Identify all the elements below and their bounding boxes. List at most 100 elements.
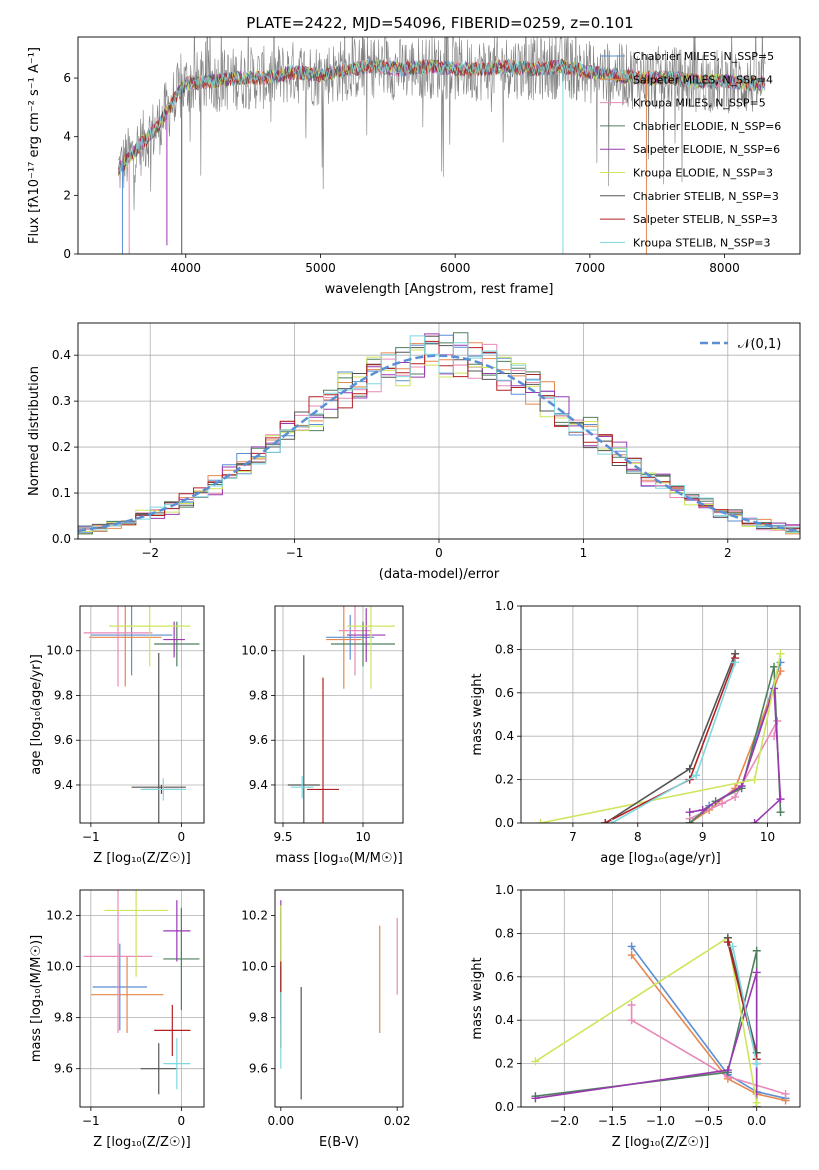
weight-vs-Z-ytick-label: 0.0 xyxy=(495,1100,514,1114)
mass-vs-EBV-xlabel: E(B-V) xyxy=(319,1135,359,1150)
spectrum-legend-label: Chabrier ELODIE, N_SSP=6 xyxy=(633,120,781,133)
age-vs-mass-axes: 9.5 10 9.4 9.6 9.8 10.0 mass [log₁₀(M/M☉)] xyxy=(241,605,404,866)
age-vs-Z-plot-area xyxy=(83,606,200,823)
spectrum-ylabel: Flux [fλ10⁻¹⁷ erg cm⁻² s⁻¹ A⁻¹] xyxy=(27,47,42,244)
weight-vs-age-point-marker xyxy=(601,819,610,823)
spectrum-xtick-label: 7000 xyxy=(575,261,606,275)
weight-vs-age-ytick-label: 0.4 xyxy=(495,729,514,743)
mass-vs-EBV-frame: 0.00 0.02 9.6 9.8 10.0 10.2 E(B-V) xyxy=(241,889,411,1150)
mass-vs-EBV-ytick-label: 9.6 xyxy=(249,1062,268,1076)
spectrum-legend-label: Chabrier STELIB, N_SSP=3 xyxy=(633,190,779,203)
age-vs-mass-ytick-label: 9.8 xyxy=(249,688,268,702)
weight-vs-Z-xtick-label: −0.5 xyxy=(694,1114,723,1128)
age-vs-Z-spines xyxy=(79,605,205,824)
weight-vs-Z-point-marker xyxy=(531,1057,540,1066)
age-vs-mass-xtick-label: 9.5 xyxy=(273,830,292,844)
spectrum-xtick-label: 6000 xyxy=(440,261,471,275)
spectrum-title: PLATE=2422, MJD=54096, FIBERID=0259, z=0… xyxy=(246,14,633,32)
spectrum-model-line xyxy=(118,58,766,176)
age-vs-Z-frame: −1 0 9.4 9.6 9.8 10.0 Z [log₁₀(Z/Z☉)] age [log₁… xyxy=(29,605,205,866)
weight-vs-age-spines xyxy=(520,605,801,824)
weight-vs-age-point-marker xyxy=(750,819,759,823)
weight-vs-age-ytick-label: 0.6 xyxy=(495,686,514,700)
mass-vs-EBV-axes: 0.00 0.02 9.6 9.8 10.0 10.2 E(B-V) xyxy=(241,889,411,1150)
weight-vs-age-xtick-label: 10 xyxy=(760,830,775,844)
weight-vs-age-point-marker xyxy=(737,782,746,791)
weight-vs-age-point-marker xyxy=(685,819,694,823)
age-vs-mass-xlabel: mass [log₁₀(M/M☉)] xyxy=(275,851,402,866)
spectrum-ytick-label: 0 xyxy=(63,247,71,261)
weight-vs-age-xtick-label: 9 xyxy=(699,830,707,844)
weight-vs-Z-point-marker xyxy=(531,1094,540,1103)
mass-vs-Z-spines xyxy=(79,889,205,1108)
spectrum-axes: 4000 5000 6000 7000 8000 0 2 4 6 wavelength [Angs… xyxy=(27,36,801,297)
age-vs-mass-ytick-label: 10.0 xyxy=(241,644,268,658)
weight-vs-Z-ytick-label: 0.2 xyxy=(495,1057,514,1071)
age-vs-mass-xtick-label: 10 xyxy=(355,830,370,844)
weight-vs-age-ytick-label: 1.0 xyxy=(495,599,514,613)
mass-vs-Z-xtick-label: −1 xyxy=(82,1114,100,1128)
spectrum-model-line xyxy=(118,59,766,172)
residuals-ytick-label: 0.4 xyxy=(52,348,71,362)
weight-vs-age-ytick-label: 0.8 xyxy=(495,642,514,656)
weight-vs-Z-point-marker xyxy=(627,1001,636,1010)
weight-vs-Z-point-marker xyxy=(627,942,636,951)
weight-vs-Z-point-marker xyxy=(752,968,761,977)
weight-vs-Z-ytick-label: 0.4 xyxy=(495,1013,514,1027)
weight-vs-age-point-marker xyxy=(770,662,779,671)
mass-vs-EBV-xtick-label: 0.00 xyxy=(267,1114,294,1128)
weight-vs-Z-point-marker xyxy=(723,1066,732,1075)
age-vs-mass-spines xyxy=(274,605,404,824)
spectrum-ytick-label: 4 xyxy=(63,130,71,144)
spectrum-legend-label: Salpeter ELODIE, N_SSP=6 xyxy=(633,143,780,156)
weight-vs-Z-xtick-label: −1.0 xyxy=(646,1114,675,1128)
residuals-frame: −2 −1 0 1 2 0.0 0.1 0.2 0.3 0.4 (data-model)/error… xyxy=(27,322,801,582)
weight-vs-Z-ylabel: mass weight xyxy=(470,957,485,1039)
age-vs-mass-ytick-label: 9.4 xyxy=(249,778,268,792)
spectrum-ytick-label: 2 xyxy=(63,188,71,202)
age-vs-Z-ytick-label: 9.4 xyxy=(54,778,73,792)
age-vs-mass-frame: 9.5 10 9.4 9.6 9.8 10.0 mass [log₁₀(M/M☉)] xyxy=(241,605,404,866)
weight-vs-age-point-marker xyxy=(776,658,785,667)
weight-vs-Z-axes: −2.0 −1.5 −1.0 −0.5 0.0 0.0 0.2 0.4 0.6 0.8 1.0 Z [… xyxy=(470,883,801,1150)
residuals-xtick-label: 1 xyxy=(580,546,588,560)
weight-vs-age-point-marker xyxy=(731,658,740,667)
mass-vs-EBV-ytick-label: 10.0 xyxy=(241,960,268,974)
mass-vs-Z-ytick-label: 10.2 xyxy=(46,909,73,923)
weight-vs-age-point-marker xyxy=(718,799,727,808)
weight-vs-age-xlabel: age [log₁₀(age/yr)] xyxy=(600,851,721,866)
residuals-spines xyxy=(77,322,801,540)
weight-vs-age-plot-area xyxy=(536,649,785,823)
spectrum-xtick-label: 5000 xyxy=(305,261,336,275)
mass-vs-EBV-ytick-label: 10.2 xyxy=(241,909,268,923)
weight-vs-age-xtick-label: 7 xyxy=(569,830,577,844)
spectrum-legend-label: Kroupa MILES, N_SSP=5 xyxy=(633,97,766,110)
weight-vs-age-point-marker xyxy=(776,649,785,658)
weight-vs-Z-series-line xyxy=(731,946,758,1064)
weight-vs-Z-point-marker xyxy=(627,1016,636,1025)
age-vs-Z-ylabel: age [log₁₀(age/yr)] xyxy=(29,654,44,775)
age-vs-mass-ytick-label: 9.6 xyxy=(249,733,268,747)
weight-vs-Z-point-marker xyxy=(752,1098,761,1107)
weight-vs-age-point-marker xyxy=(731,792,740,801)
residuals-xtick-label: −2 xyxy=(141,546,159,560)
weight-vs-age-point-marker xyxy=(692,771,701,780)
weight-vs-age-axes: 7 8 9 10 0.0 0.2 0.4 0.6 0.8 1.0 age [log₁₀(age/yr… xyxy=(470,599,801,866)
weight-vs-Z-frame: −2.0 −1.5 −1.0 −0.5 0.0 0.0 0.2 0.4 0.6 0.8 1.0 Z [… xyxy=(470,883,801,1150)
weight-vs-age-point-marker xyxy=(685,764,694,773)
mass-vs-Z-xtick-label: 0 xyxy=(178,1114,186,1128)
weight-vs-Z-xtick-label: 0.0 xyxy=(747,1114,766,1128)
weight-vs-age-point-marker xyxy=(776,667,785,676)
weight-vs-Z-xtick-label: −2.0 xyxy=(550,1114,579,1128)
spectrum-plot-area xyxy=(118,37,766,254)
spectrum-legend-label: Kroupa ELODIE, N_SSP=3 xyxy=(633,167,773,180)
weight-vs-Z-spines xyxy=(520,889,801,1108)
mass-vs-Z-xlabel: Z [log₁₀(Z/Z☉)] xyxy=(93,1135,190,1150)
spectrum-spines xyxy=(77,36,801,255)
mass-vs-Z-ytick-label: 10.0 xyxy=(46,960,73,974)
age-vs-Z-xlabel: Z [log₁₀(Z/Z☉)] xyxy=(93,851,190,866)
weight-vs-age-point-marker xyxy=(685,808,694,817)
mass-vs-Z-axes: −1 0 9.6 9.8 10.0 10.2 Z [log₁₀(Z/Z☉)] mass [lo… xyxy=(29,889,205,1150)
weight-vs-age-point-marker xyxy=(776,795,785,804)
